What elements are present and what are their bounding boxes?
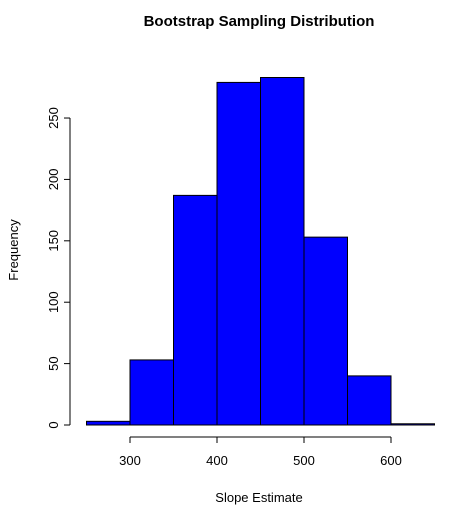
x-tick-label: 600 (380, 453, 402, 468)
bar (303, 236, 348, 426)
x-tick-label: 500 (293, 453, 315, 468)
y-tick-label: 150 (46, 230, 61, 252)
bar (216, 81, 261, 426)
y-tick-label: 250 (46, 107, 61, 129)
y-tick-label: 200 (46, 169, 61, 191)
bar (86, 420, 131, 426)
bar (260, 77, 305, 426)
bar (347, 375, 392, 426)
x-axis-label: Slope Estimate (215, 490, 302, 505)
x-tick-label: 400 (206, 453, 228, 468)
x-tick-label: 300 (119, 453, 141, 468)
y-tick-label: 0 (46, 421, 61, 428)
chart-title: Bootstrap Sampling Distribution (144, 13, 375, 30)
y-tick-label: 100 (46, 291, 61, 313)
y-tick-label: 50 (46, 356, 61, 370)
bar (129, 359, 174, 426)
bar (390, 423, 435, 426)
bar (173, 194, 218, 426)
y-axis-label: Frequency (6, 219, 21, 281)
